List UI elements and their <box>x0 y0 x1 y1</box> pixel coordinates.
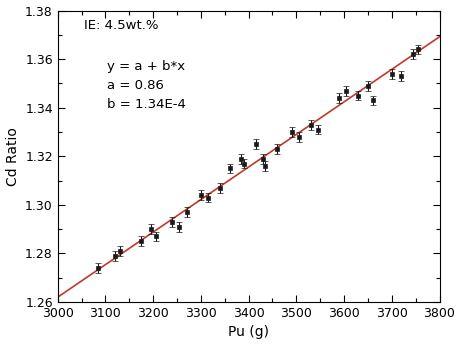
Y-axis label: Cd Ratio: Cd Ratio <box>6 127 19 186</box>
X-axis label: Pu (g): Pu (g) <box>228 325 269 339</box>
Text: y = a + b*x
a = 0.86
b = 1.34E-4: y = a + b*x a = 0.86 b = 1.34E-4 <box>107 60 186 111</box>
Text: IE: 4.5wt.%: IE: 4.5wt.% <box>84 19 159 32</box>
